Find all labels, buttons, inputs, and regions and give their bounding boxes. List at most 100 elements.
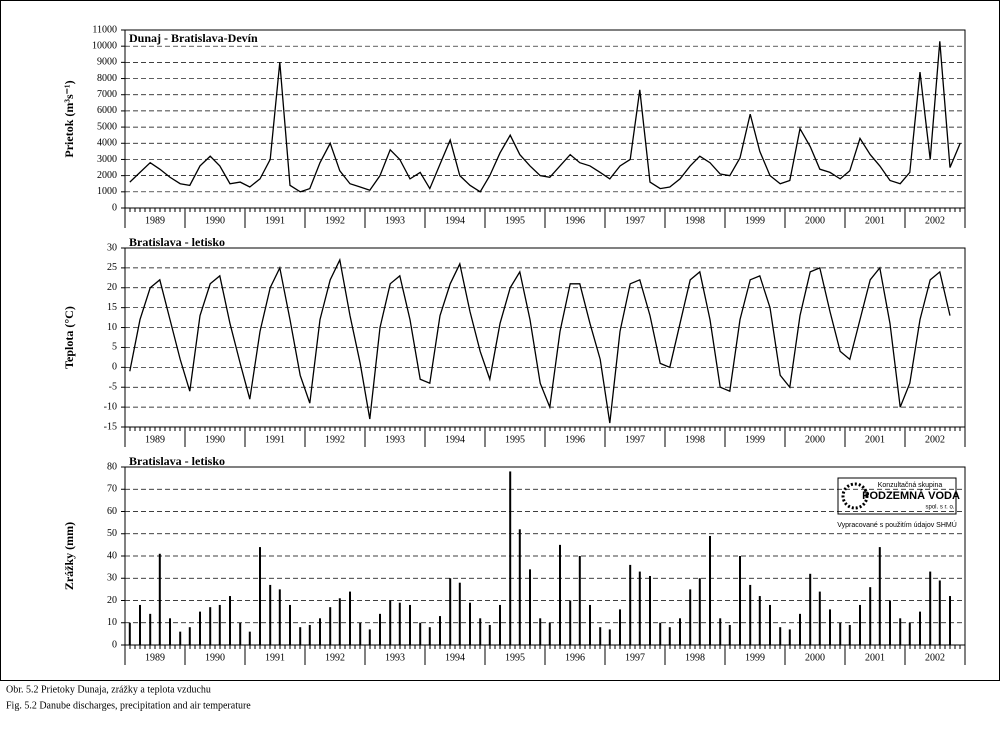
bar: [859, 604, 861, 645]
x-tick-label: 1998: [685, 434, 705, 445]
bar: [749, 584, 752, 645]
bar: [218, 604, 221, 645]
y-axis-label: Zrážky (mm): [62, 522, 76, 590]
logo: Konzultačná skupina PODZEMNÁ VODA spol. …: [837, 477, 960, 529]
x-tick-label: 2001: [865, 434, 885, 445]
x-tick-label: 2002: [925, 652, 945, 663]
bar: [509, 471, 512, 645]
x-tick-label: 2002: [925, 215, 945, 226]
bar: [769, 604, 771, 645]
bar: [709, 535, 711, 645]
y-tick-label: 50: [107, 528, 117, 539]
y-tick-label: 25: [107, 262, 117, 273]
x-tick-label: 1998: [685, 215, 705, 226]
x-tick-label: 1992: [325, 434, 345, 445]
panel-title: Bratislava - letisko: [129, 454, 225, 468]
bar: [919, 611, 921, 645]
bar: [299, 627, 302, 645]
x-tick-label: 2000: [805, 215, 825, 226]
y-tick-label: -15: [104, 421, 117, 432]
y-axis-label: Teplota (°C): [62, 306, 76, 369]
bar: [608, 629, 611, 645]
bar: [439, 616, 441, 645]
bar: [488, 624, 491, 645]
bar: [659, 622, 662, 645]
bar: [719, 618, 722, 645]
y-tick-label: 10: [107, 322, 117, 333]
bar: [949, 596, 951, 645]
x-tick-label: 1999: [745, 652, 765, 663]
x-tick-label: 1992: [325, 215, 345, 226]
y-tick-label: 70: [107, 484, 117, 495]
bar: [578, 556, 581, 645]
bar: [479, 618, 482, 645]
x-tick-label: 1995: [505, 215, 525, 226]
x-tick-label: 1990: [205, 434, 225, 445]
x-tick-label: 1994: [445, 215, 465, 226]
bar: [379, 613, 381, 645]
y-tick-label: 30: [107, 573, 117, 584]
x-tick-label: 1989: [145, 652, 165, 663]
plot-area: [124, 247, 966, 428]
logo-text: PODZEMNÁ VODA: [862, 489, 960, 502]
bar: [529, 569, 531, 645]
bar: [629, 564, 632, 645]
x-tick-label: 1996: [565, 215, 585, 226]
y-tick-label: 0: [112, 362, 117, 373]
bar: [199, 611, 201, 645]
bar: [809, 573, 812, 645]
x-tick-label: 2002: [925, 434, 945, 445]
bar: [319, 618, 321, 645]
bar: [878, 547, 881, 645]
y-tick-label: 15: [107, 302, 117, 313]
bar: [308, 624, 311, 645]
bar: [449, 578, 452, 645]
bar: [278, 589, 281, 645]
bar: [539, 618, 542, 645]
bar: [548, 622, 551, 645]
bar: [739, 556, 741, 645]
x-tick-label: 1989: [145, 215, 165, 226]
y-tick-label: 60: [107, 506, 117, 517]
bar: [169, 618, 171, 645]
y-tick-label: -10: [104, 401, 117, 412]
panel-title: Bratislava - letisko: [129, 235, 225, 249]
bar: [779, 627, 782, 645]
bar: [889, 600, 891, 645]
x-tick-label: 1990: [205, 215, 225, 226]
x-tick-label: 1993: [385, 215, 405, 226]
bar: [839, 622, 842, 645]
bar: [619, 609, 621, 645]
y-tick-label: 80: [107, 461, 117, 472]
x-tick-label: 1999: [745, 434, 765, 445]
line: [129, 41, 961, 193]
bar: [649, 576, 651, 645]
bar: [668, 627, 671, 645]
bar: [569, 600, 572, 645]
bar: [128, 622, 131, 645]
bar: [389, 600, 392, 645]
bar: [458, 582, 461, 645]
bar: [929, 571, 932, 645]
x-tick-label: 1995: [505, 652, 525, 663]
y-tick-label: 6000: [97, 105, 117, 116]
bar: [799, 613, 801, 645]
bar: [589, 604, 591, 645]
x-tick-label: 1994: [445, 652, 465, 663]
x-tick-label: 1997: [625, 434, 645, 445]
x-tick-label: 1997: [625, 215, 645, 226]
bar: [728, 624, 731, 645]
x-tick-label: 2001: [865, 215, 885, 226]
bar: [848, 624, 851, 645]
y-tick-label: 4000: [97, 138, 117, 149]
bar: [248, 631, 251, 645]
bar: [359, 622, 362, 645]
x-tick-label: 1992: [325, 652, 345, 663]
y-tick-label: 9000: [97, 57, 117, 68]
bar: [409, 604, 411, 645]
bar: [338, 598, 341, 645]
y-tick-label: -5: [109, 382, 117, 393]
y-tick-label: 5000: [97, 121, 117, 132]
bar: [158, 553, 161, 645]
x-tick-label: 1998: [685, 652, 705, 663]
